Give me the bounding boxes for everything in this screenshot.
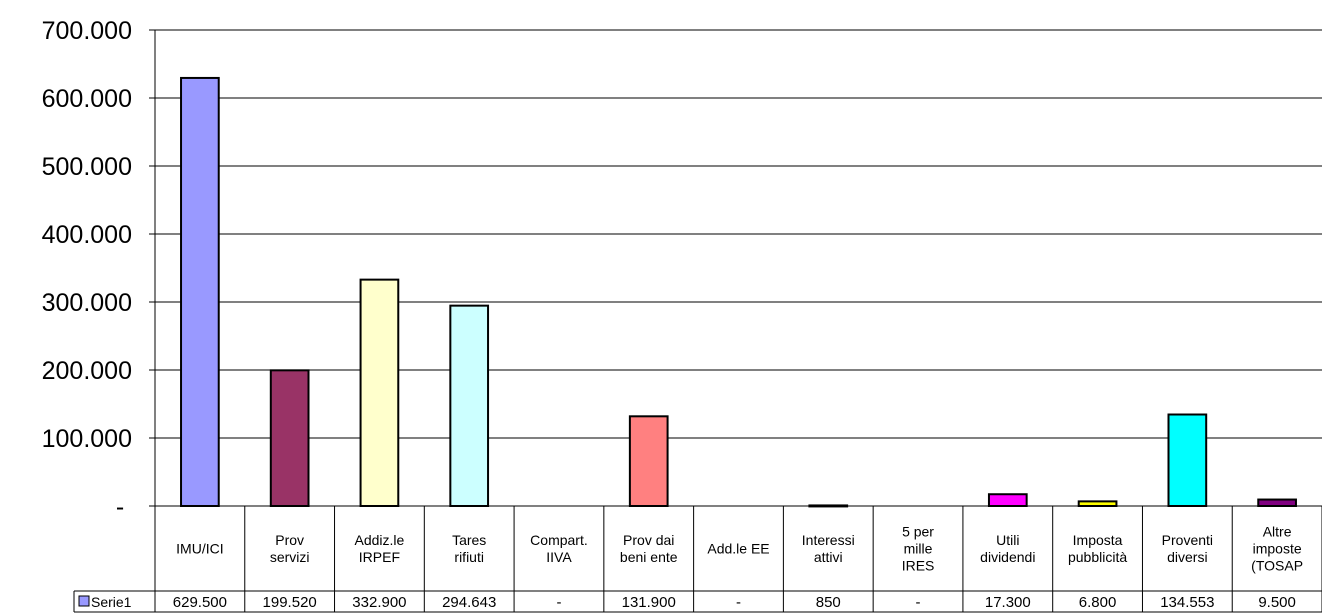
y-tick-label: - [116, 493, 124, 521]
value-label: 850 [816, 594, 841, 611]
category-label: Proventi [1162, 532, 1213, 548]
category-label: Altre [1263, 524, 1292, 540]
category-label: 5 per [902, 524, 934, 540]
category-label: IRPEF [359, 549, 400, 565]
legend-label: Serie1 [91, 594, 132, 610]
category-label: attivi [814, 549, 843, 565]
category-label: IRES [902, 558, 935, 574]
category-label: Add.le EE [707, 541, 769, 557]
category-label: IIVA [546, 549, 572, 565]
y-tick-label: 100.000 [42, 425, 132, 453]
category-label: Utili [996, 532, 1019, 548]
value-label: 294.643 [442, 594, 496, 611]
bar [359, 278, 400, 507]
category-label: Prov [275, 532, 304, 548]
y-tick-label: 300.000 [42, 289, 132, 317]
category-label: Compart. [530, 532, 588, 548]
value-label: 332.900 [352, 594, 406, 611]
bar [180, 76, 220, 507]
y-tick-label: 600.000 [42, 85, 132, 113]
y-tick-label: 400.000 [42, 221, 132, 249]
bar [987, 493, 1028, 507]
bar [449, 304, 490, 507]
value-label: 629.500 [173, 594, 227, 611]
category-label: Interessi [802, 532, 855, 548]
value-label: 131.900 [622, 594, 676, 611]
bar [1257, 498, 1297, 508]
y-tick-label: 200.000 [42, 357, 132, 385]
legend-swatch [78, 595, 90, 607]
value-label: - [556, 594, 561, 611]
category-label: (TOSAP [1251, 558, 1303, 574]
category-label: imposte [1253, 541, 1302, 557]
category-label: rifiuti [454, 549, 484, 565]
category-label: diversi [1167, 549, 1207, 565]
value-label: - [736, 594, 741, 611]
value-label: 199.520 [263, 594, 317, 611]
value-label: 6.800 [1079, 594, 1117, 611]
bar [1077, 500, 1118, 508]
category-label: Addiz.le [355, 532, 405, 548]
value-label: 9.500 [1258, 594, 1296, 611]
value-label: 134.553 [1160, 594, 1214, 611]
bar [269, 369, 310, 507]
category-label: pubblicità [1068, 549, 1127, 565]
category-label: beni ente [620, 549, 678, 565]
value-label: 17.300 [985, 594, 1031, 611]
bars [180, 76, 1297, 508]
y-tick-label: 500.000 [42, 153, 132, 181]
category-label: Tares [452, 532, 486, 548]
gridlines [155, 29, 1322, 439]
y-tick-label: 700.000 [42, 17, 132, 45]
category-label: mille [904, 541, 933, 557]
category-label: Prov dai [623, 532, 674, 548]
category-label: Imposta [1073, 532, 1123, 548]
category-label: dividendi [980, 549, 1035, 565]
category-label: IMU/ICI [176, 541, 223, 557]
bar [1167, 413, 1208, 508]
value-label: - [916, 594, 921, 611]
category-label: servizi [270, 549, 310, 565]
y-axis: - 100.000 200.000 300.000 400.000 500.000 600.… [42, 17, 156, 521]
bar [628, 415, 669, 508]
